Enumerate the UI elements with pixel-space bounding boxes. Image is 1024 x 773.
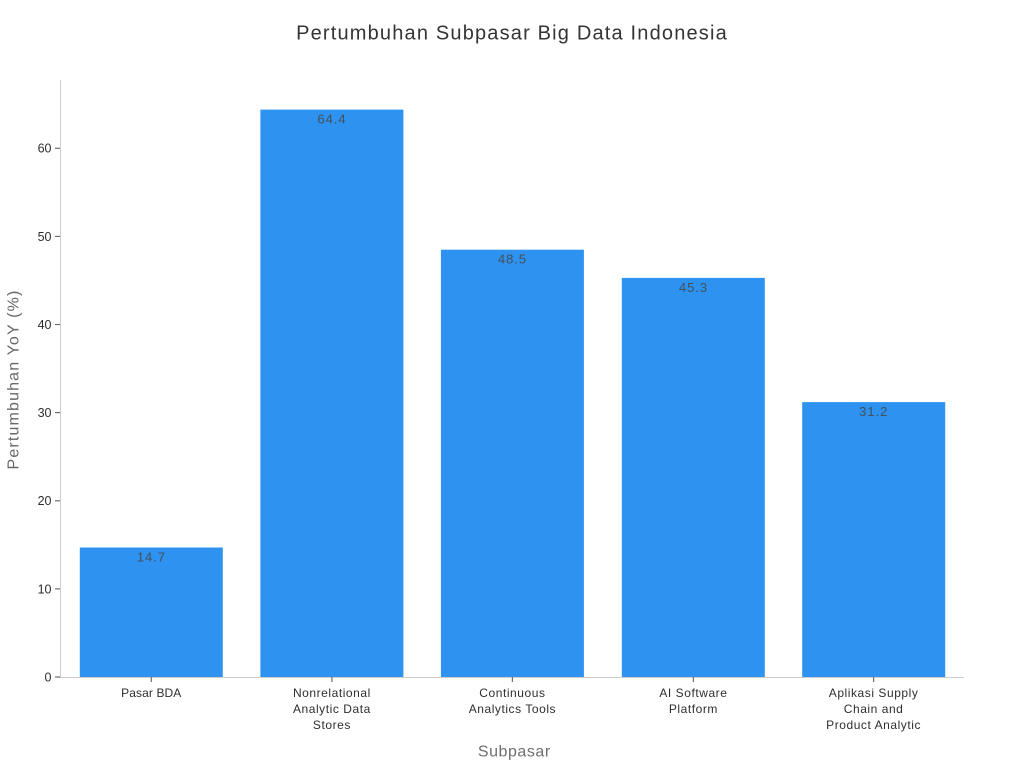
svg-text:Pertumbuhan YoY (%): Pertumbuhan YoY (%) <box>6 290 23 470</box>
svg-text:Continuous: Continuous <box>479 686 545 700</box>
svg-text:31.2: 31.2 <box>859 404 888 419</box>
svg-text:40: 40 <box>38 318 52 332</box>
svg-text:20: 20 <box>38 494 52 508</box>
svg-text:Product Analytic: Product Analytic <box>826 718 921 732</box>
svg-text:30: 30 <box>38 406 52 420</box>
svg-text:Analytics Tools: Analytics Tools <box>469 702 556 716</box>
svg-text:Platform: Platform <box>669 702 718 716</box>
svg-text:Pertumbuhan Subpasar Big Data: Pertumbuhan Subpasar Big Data Indonesia <box>296 23 728 45</box>
svg-text:AI Software: AI Software <box>659 686 727 700</box>
svg-text:14.7: 14.7 <box>137 550 166 565</box>
svg-text:10: 10 <box>38 582 52 596</box>
svg-text:48.5: 48.5 <box>498 252 527 267</box>
svg-text:45.3: 45.3 <box>679 280 708 295</box>
svg-text:Chain and: Chain and <box>844 702 904 716</box>
svg-text:Stores: Stores <box>313 718 351 732</box>
svg-text:Aplikasi Supply: Aplikasi Supply <box>829 686 919 700</box>
svg-text:Subpasar: Subpasar <box>478 743 551 760</box>
svg-text:50: 50 <box>38 230 52 244</box>
svg-text:60: 60 <box>38 142 52 156</box>
svg-text:Pasar BDA: Pasar BDA <box>121 686 181 700</box>
svg-text:Analytic Data: Analytic Data <box>293 702 371 716</box>
svg-text:0: 0 <box>45 670 52 684</box>
svg-text:Nonrelational: Nonrelational <box>293 686 371 700</box>
svg-text:64.4: 64.4 <box>317 112 346 127</box>
